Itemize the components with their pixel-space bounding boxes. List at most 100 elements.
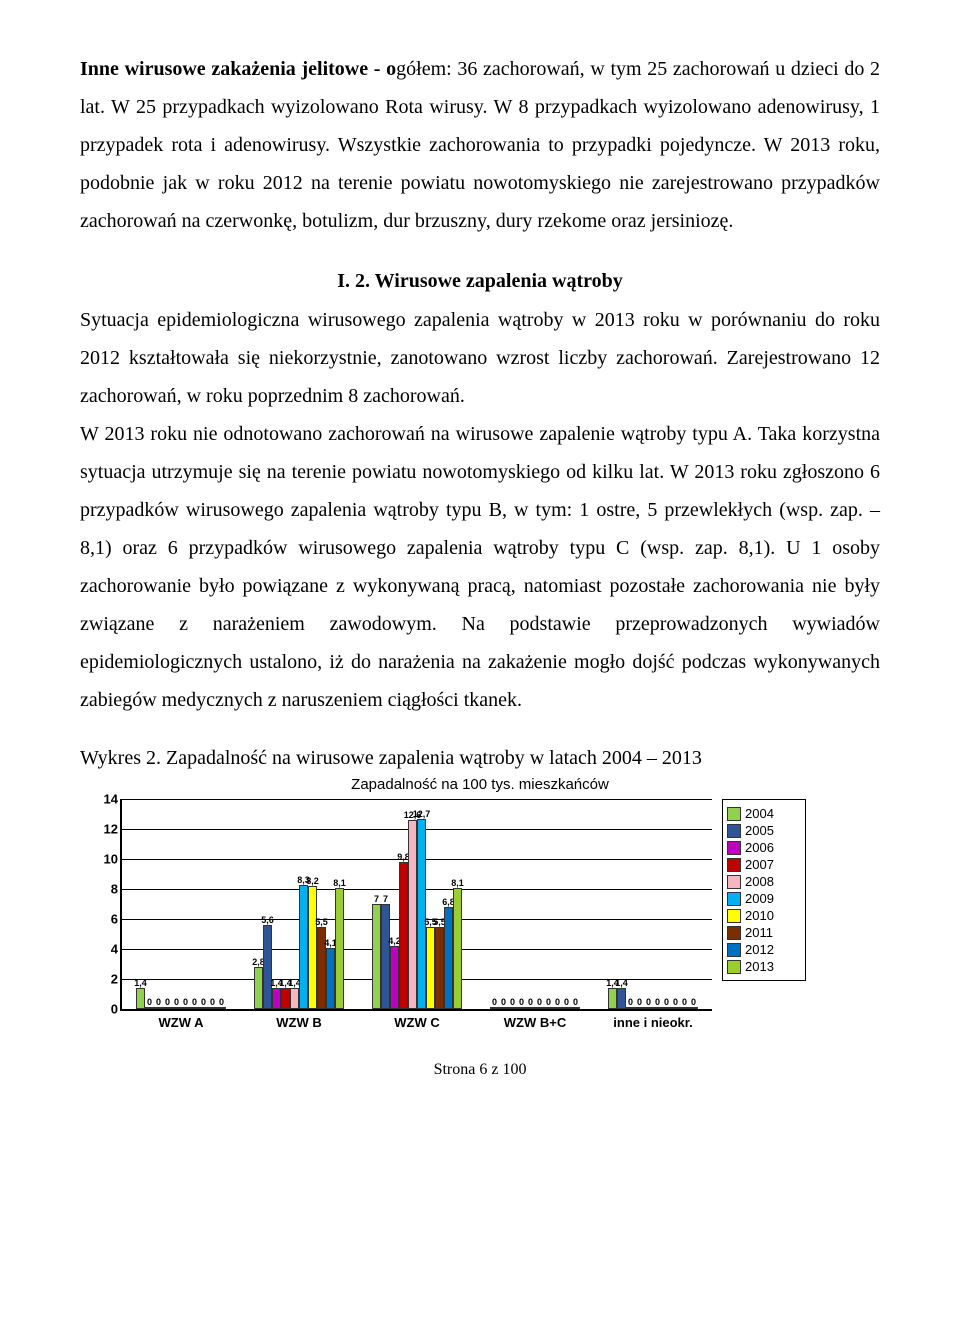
bar-value-label: 0 bbox=[501, 997, 506, 1007]
bar: 0 bbox=[490, 1007, 499, 1009]
chart-caption: Wykres 2. Zapadalność na wirusowe zapale… bbox=[80, 747, 880, 770]
bar-value-label: 0 bbox=[219, 997, 224, 1007]
p1-rest: gółem: 36 zachorowań, w tym 25 zachorowa… bbox=[80, 58, 880, 232]
bar-value-label: 0 bbox=[664, 997, 669, 1007]
bar-value-label: 0 bbox=[655, 997, 660, 1007]
bar: 0 bbox=[635, 1007, 644, 1009]
legend-swatch bbox=[727, 824, 741, 838]
legend-label: 2005 bbox=[745, 823, 774, 838]
paragraph-3: W 2013 roku nie odnotowano zachorowań na… bbox=[80, 415, 880, 719]
bar: 0 bbox=[653, 1007, 662, 1009]
legend-label: 2007 bbox=[745, 857, 774, 872]
bar: 9,8 bbox=[399, 862, 408, 1009]
y-tick-label: 0 bbox=[94, 1002, 118, 1017]
legend-item: 2007 bbox=[727, 857, 797, 872]
bar-value-label: 8,1 bbox=[333, 878, 346, 888]
bar-value-label: 0 bbox=[646, 997, 651, 1007]
bar-value-label: 0 bbox=[673, 997, 678, 1007]
y-tick-label: 4 bbox=[94, 942, 118, 957]
bar-group: 774,29,812,612,75,55,56,88,1 bbox=[372, 819, 462, 1010]
legend-label: 2010 bbox=[745, 908, 774, 923]
legend-swatch bbox=[727, 875, 741, 889]
page-footer: Strona 6 z 100 bbox=[80, 1061, 880, 1079]
legend-label: 2013 bbox=[745, 959, 774, 974]
legend-item: 2010 bbox=[727, 908, 797, 923]
paragraph-2: Sytuacja epidemiologiczna wirusowego zap… bbox=[80, 301, 880, 415]
bar: 0 bbox=[644, 1007, 653, 1009]
bar: 12,6 bbox=[408, 820, 417, 1009]
bar-value-label: 0 bbox=[147, 997, 152, 1007]
chart-container: 024681012141,4000000000WZW A2,85,61,41,4… bbox=[80, 799, 880, 1011]
bar: 0 bbox=[544, 1007, 553, 1009]
bar-group: 0000000000 bbox=[490, 1007, 580, 1009]
legend-swatch bbox=[727, 943, 741, 957]
bar: 0 bbox=[508, 1007, 517, 1009]
bar-value-label: 5,6 bbox=[261, 915, 274, 925]
legend-swatch bbox=[727, 892, 741, 906]
bar: 4,1 bbox=[326, 948, 335, 1010]
y-tick-label: 14 bbox=[94, 792, 118, 807]
bar: 1,4 bbox=[617, 988, 626, 1009]
bar-value-label: 7 bbox=[374, 894, 379, 904]
legend-swatch bbox=[727, 926, 741, 940]
legend-swatch bbox=[727, 909, 741, 923]
bar: 7 bbox=[381, 904, 390, 1009]
bar-value-label: 1,4 bbox=[134, 978, 147, 988]
bar-value-label: 5,5 bbox=[315, 917, 328, 927]
bar: 0 bbox=[154, 1007, 163, 1009]
p1-bold: Inne wirusowe zakażenia jelitowe - o bbox=[80, 58, 396, 80]
bar-value-label: 0 bbox=[183, 997, 188, 1007]
bar-value-label: 0 bbox=[165, 997, 170, 1007]
bar: 7 bbox=[372, 904, 381, 1009]
legend-swatch bbox=[727, 841, 741, 855]
legend-item: 2012 bbox=[727, 942, 797, 957]
bar: 8,2 bbox=[308, 886, 317, 1009]
bar-value-label: 0 bbox=[682, 997, 687, 1007]
legend-swatch bbox=[727, 807, 741, 821]
section-heading: I. 2. Wirusowe zapalenia wątroby bbox=[80, 270, 880, 293]
bar-value-label: 0 bbox=[174, 997, 179, 1007]
bar-group: 1,4000000000 bbox=[136, 988, 226, 1009]
bar: 0 bbox=[217, 1007, 226, 1009]
x-tick-label: WZW A bbox=[159, 1015, 204, 1030]
bar: 0 bbox=[571, 1007, 580, 1009]
bar: 0 bbox=[526, 1007, 535, 1009]
bar: 0 bbox=[517, 1007, 526, 1009]
paragraph-1: Inne wirusowe zakażenia jelitowe - ogółe… bbox=[80, 50, 880, 240]
bar-value-label: 7 bbox=[383, 894, 388, 904]
y-tick-label: 10 bbox=[94, 852, 118, 867]
bar: 0 bbox=[662, 1007, 671, 1009]
bar-value-label: 0 bbox=[564, 997, 569, 1007]
bar: 0 bbox=[190, 1007, 199, 1009]
bar-value-label: 0 bbox=[210, 997, 215, 1007]
bar: 0 bbox=[626, 1007, 635, 1009]
legend-label: 2012 bbox=[745, 942, 774, 957]
bar: 1,4 bbox=[608, 988, 617, 1009]
bar-value-label: 0 bbox=[637, 997, 642, 1007]
bar-value-label: 1,4 bbox=[615, 978, 628, 988]
x-tick-label: WZW B bbox=[276, 1015, 321, 1030]
bar: 6,8 bbox=[444, 907, 453, 1009]
bar-value-label: 8,2 bbox=[306, 876, 319, 886]
bar: 8,1 bbox=[335, 888, 344, 1010]
bar-value-label: 0 bbox=[573, 997, 578, 1007]
bar-group: 2,85,61,41,41,48,38,25,54,18,1 bbox=[254, 885, 344, 1010]
legend-item: 2011 bbox=[727, 925, 797, 940]
bar: 8,1 bbox=[453, 888, 462, 1010]
bar-value-label: 8,1 bbox=[451, 878, 464, 888]
bar-value-label: 0 bbox=[492, 997, 497, 1007]
bar: 4,2 bbox=[390, 946, 399, 1009]
legend-label: 2009 bbox=[745, 891, 774, 906]
y-tick-label: 6 bbox=[94, 912, 118, 927]
legend-label: 2004 bbox=[745, 806, 774, 821]
bar: 1,4 bbox=[136, 988, 145, 1009]
bar: 0 bbox=[208, 1007, 217, 1009]
bar: 0 bbox=[163, 1007, 172, 1009]
legend-label: 2006 bbox=[745, 840, 774, 855]
bar-value-label: 0 bbox=[546, 997, 551, 1007]
bar: 0 bbox=[671, 1007, 680, 1009]
bar-value-label: 0 bbox=[537, 997, 542, 1007]
x-tick-label: inne i nieokr. bbox=[613, 1015, 692, 1030]
bar-value-label: 0 bbox=[510, 997, 515, 1007]
chart-plot: 024681012141,4000000000WZW A2,85,61,41,4… bbox=[120, 799, 712, 1011]
